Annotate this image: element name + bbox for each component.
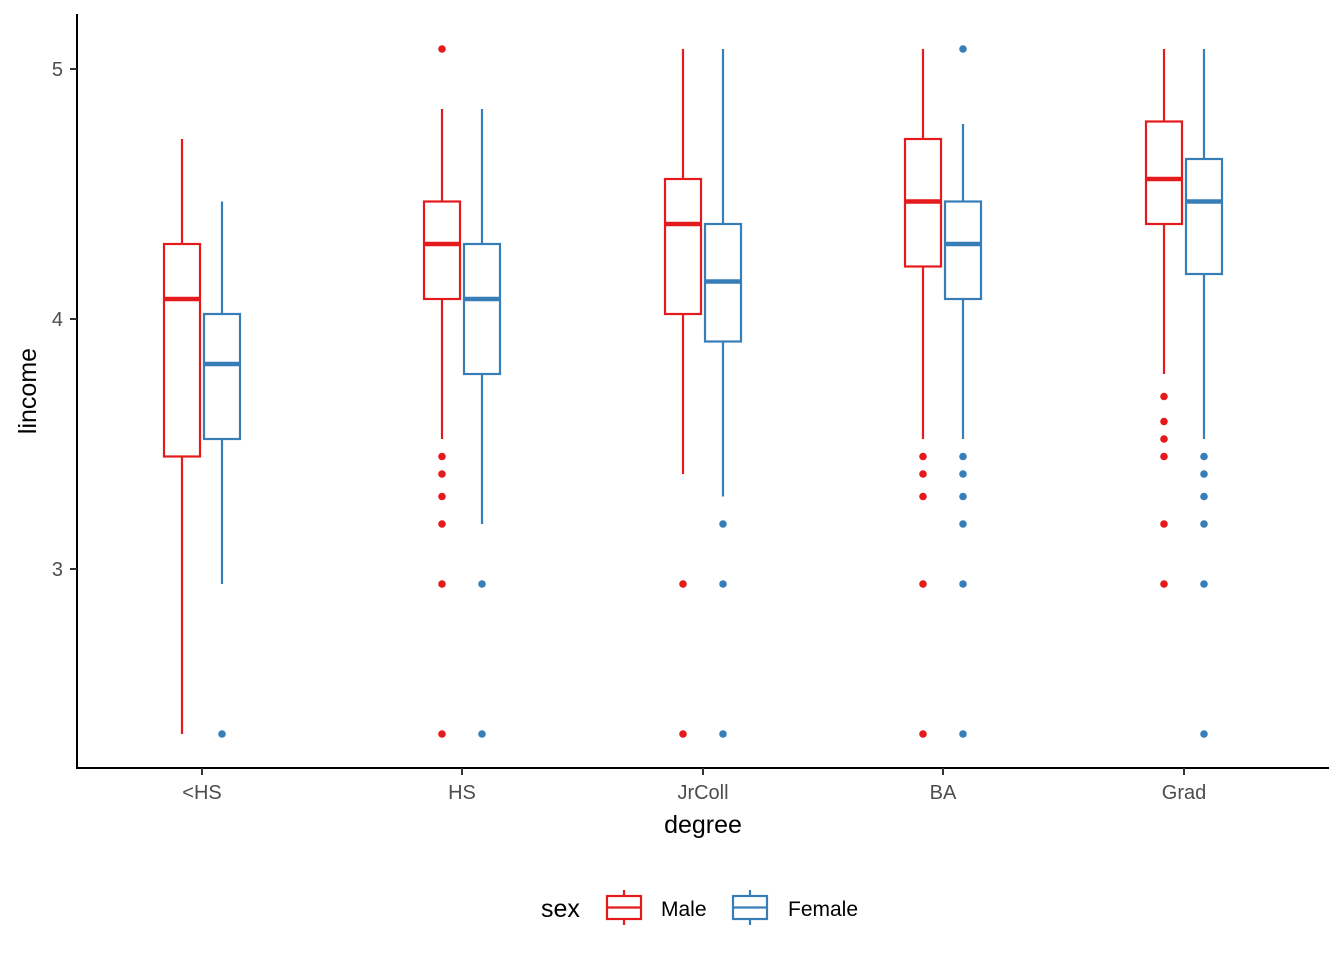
- outlier-point: [1160, 452, 1168, 461]
- outlier-point: [438, 45, 446, 53]
- y-tick-label: 3: [52, 559, 63, 581]
- outlier-point: [1200, 492, 1208, 501]
- plot-area: [162, 45, 1224, 738]
- outlier-point: [1160, 392, 1168, 401]
- legend-label-female: Female: [788, 898, 858, 921]
- outlier-point: [438, 470, 446, 478]
- outlier-point: [959, 580, 967, 588]
- iqr-box: [462, 242, 502, 376]
- box-female-0: [202, 201, 242, 738]
- legend-title: sex: [541, 895, 580, 923]
- outlier-point: [959, 45, 967, 53]
- outlier-point: [679, 730, 687, 738]
- outlier-point: [1160, 580, 1168, 588]
- outlier-point: [1160, 417, 1168, 426]
- outlier-point: [478, 730, 486, 738]
- box-female-2: [703, 49, 743, 738]
- y-axis-ticks: 3 4 5: [52, 59, 77, 581]
- outlier-point: [1200, 520, 1208, 528]
- box-female-4: [1184, 49, 1224, 738]
- box-female-1: [462, 109, 502, 738]
- outlier-point: [1200, 452, 1208, 461]
- outlier-point: [1200, 730, 1208, 738]
- outlier-point: [919, 452, 927, 461]
- legend-key-male-icon: [605, 890, 643, 925]
- outlier-point: [719, 580, 727, 588]
- outlier-point: [919, 730, 927, 738]
- box-male-2: [663, 49, 703, 738]
- outlier-point: [959, 520, 967, 528]
- x-tick-label: HS: [448, 782, 476, 804]
- box-male-0: [162, 139, 202, 734]
- outlier-point: [919, 470, 927, 478]
- box-male-3: [903, 49, 943, 738]
- x-tick-label: BA: [930, 782, 957, 804]
- outlier-point: [478, 580, 486, 588]
- outlier-point: [438, 730, 446, 738]
- outlier-point: [438, 452, 446, 461]
- x-axis-ticks: <HS HS JrColl BA Grad: [182, 768, 1206, 804]
- outlier-point: [438, 580, 446, 588]
- iqr-box: [1184, 157, 1224, 276]
- iqr-box: [943, 200, 983, 301]
- outlier-point: [218, 730, 226, 738]
- legend: sex Male Female: [541, 890, 858, 925]
- outlier-point: [719, 520, 727, 528]
- iqr-box: [663, 177, 703, 316]
- y-tick-label: 5: [52, 59, 63, 81]
- box-female-3: [943, 45, 983, 738]
- outlier-point: [959, 452, 967, 461]
- outlier-point: [1160, 435, 1168, 443]
- outlier-point: [919, 492, 927, 501]
- y-axis-title: lincome: [14, 348, 42, 434]
- box-male-1: [422, 45, 462, 738]
- x-tick-label: JrColl: [677, 782, 728, 804]
- outlier-point: [1200, 580, 1208, 588]
- outlier-point: [438, 492, 446, 501]
- outlier-point: [919, 580, 927, 588]
- outlier-point: [959, 730, 967, 738]
- outlier-point: [438, 520, 446, 528]
- y-tick-label: 4: [52, 309, 63, 331]
- iqr-box: [162, 242, 202, 458]
- outlier-point: [959, 492, 967, 501]
- legend-label-male: Male: [661, 898, 707, 921]
- outlier-point: [1200, 470, 1208, 478]
- legend-key-female-icon: [731, 890, 769, 925]
- iqr-box: [1144, 120, 1184, 226]
- x-tick-label: Grad: [1162, 782, 1206, 804]
- iqr-box: [202, 312, 242, 441]
- outlier-point: [719, 730, 727, 738]
- outlier-point: [679, 580, 687, 588]
- box-male-4: [1144, 49, 1184, 588]
- legend-item-female: Female: [731, 890, 858, 925]
- x-axis-title: degree: [664, 811, 742, 839]
- legend-item-male: Male: [605, 890, 707, 925]
- iqr-box: [422, 200, 462, 301]
- outlier-point: [1160, 520, 1168, 528]
- x-tick-label: <HS: [182, 782, 221, 804]
- outlier-point: [959, 470, 967, 478]
